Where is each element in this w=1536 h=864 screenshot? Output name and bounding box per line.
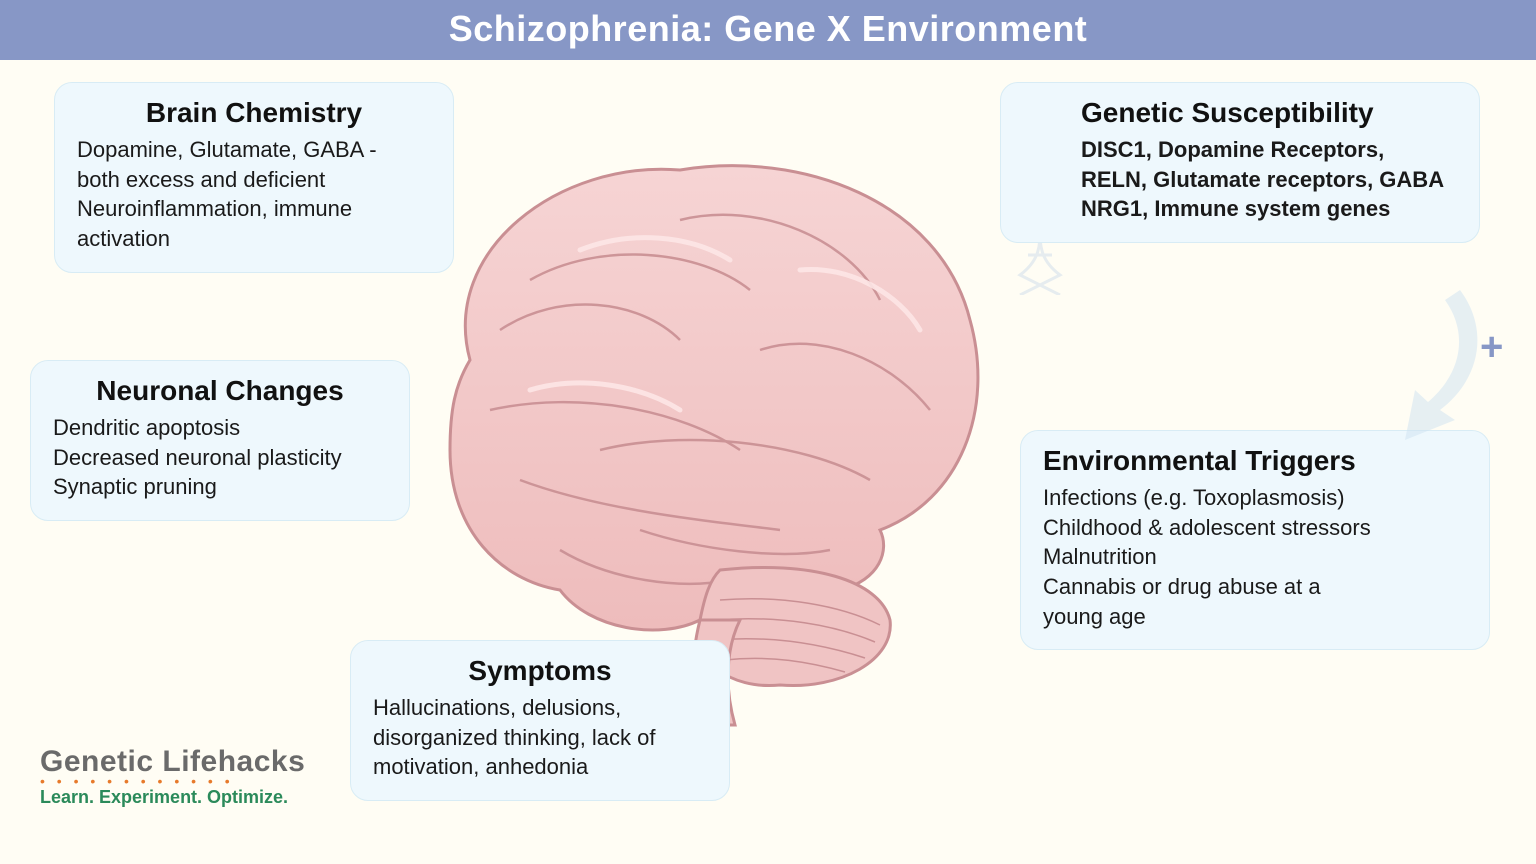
- card-heading: Symptoms: [373, 655, 707, 687]
- plus-symbol: +: [1480, 325, 1503, 370]
- logo-line2: Learn. Experiment. Optimize.: [40, 787, 305, 808]
- page-title: Schizophrenia: Gene X Environment: [0, 0, 1536, 60]
- card-brain-chemistry: Brain Chemistry Dopamine, Glutamate, GAB…: [54, 82, 454, 273]
- card-environmental-triggers: Environmental Triggers Infections (e.g. …: [1020, 430, 1490, 650]
- card-body: Dopamine, Glutamate, GABA - both excess …: [77, 135, 431, 254]
- card-heading: Neuronal Changes: [53, 375, 387, 407]
- card-heading: Brain Chemistry: [77, 97, 431, 129]
- card-genetic-susceptibility: Genetic Susceptibility DISC1, Dopamine R…: [1000, 82, 1480, 243]
- card-symptoms: Symptoms Hallucinations, delusions, diso…: [350, 640, 730, 801]
- card-body: Dendritic apoptosis Decreased neuronal p…: [53, 413, 387, 502]
- brand-logo: Genetic Lifehacks • • • • • • • • • • • …: [40, 745, 305, 808]
- arrow-icon: [1380, 290, 1500, 450]
- card-neuronal-changes: Neuronal Changes Dendritic apoptosis Dec…: [30, 360, 410, 521]
- card-body: Hallucinations, delusions, disorganized …: [373, 693, 707, 782]
- card-body: Infections (e.g. Toxoplasmosis) Childhoo…: [1043, 483, 1467, 631]
- card-heading: Genetic Susceptibility: [1081, 97, 1457, 129]
- card-body: DISC1, Dopamine Receptors, RELN, Glutama…: [1081, 135, 1457, 224]
